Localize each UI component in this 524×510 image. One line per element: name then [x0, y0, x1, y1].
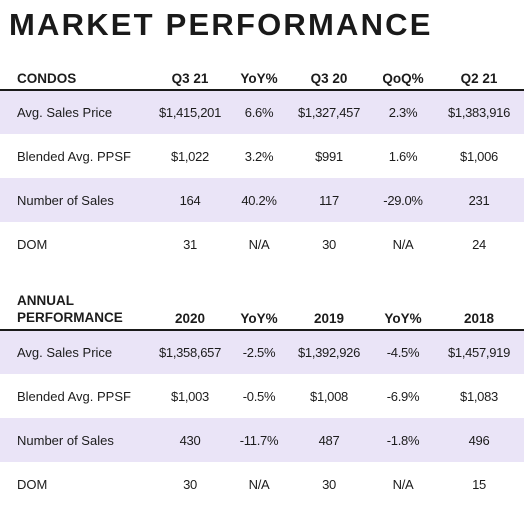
table-cell: 15	[472, 476, 486, 492]
table-cell: 3.2%	[244, 148, 274, 164]
table-header-row: CONDOS Q3 21 YoY% Q3 20 QoQ% Q2 21	[0, 67, 524, 91]
column-header: YoY%	[372, 292, 434, 331]
row-label: Blended Avg. PPSF	[17, 148, 131, 164]
table-cell: $1,457,919	[434, 330, 524, 374]
table-cell: 164	[148, 178, 232, 222]
table-cell: -0.5%	[242, 388, 276, 404]
table-row: Avg. Sales Price $1,358,657 -2.5% $1,392…	[0, 330, 524, 374]
table-cell: 30	[322, 236, 336, 252]
table-row: DOM 30 N/A 30 N/A 15	[0, 462, 524, 506]
row-label: Avg. Sales Price	[0, 330, 148, 374]
table-row: Blended Avg. PPSF $1,003 -0.5% $1,008 -6…	[0, 374, 524, 418]
column-header: Q3 20	[286, 67, 372, 91]
table-cell: -1.8%	[372, 418, 434, 462]
table-cell: $1,383,916	[434, 90, 524, 134]
table-cell: 2.3%	[372, 90, 434, 134]
table-cell: N/A	[248, 236, 270, 252]
table-cell: $1,022	[171, 148, 209, 164]
table-cell: 117	[286, 178, 372, 222]
table-cell: $991	[315, 148, 343, 164]
table-cell: 231	[434, 178, 524, 222]
table-cell: N/A	[392, 476, 414, 492]
column-header: Q3 21	[148, 67, 232, 91]
annual-performance-table: ANNUAL PERFORMANCE 2020 YoY% 2019 YoY% 20…	[0, 292, 524, 506]
table-cell: $1,006	[460, 148, 498, 164]
column-header: YoY%	[232, 67, 286, 91]
table-cell: $1,083	[460, 388, 498, 404]
row-label: Avg. Sales Price	[0, 90, 148, 134]
table-cell: -6.9%	[386, 388, 420, 404]
column-header: CONDOS	[0, 67, 148, 91]
table-cell: $1,415,201	[148, 90, 232, 134]
header-line: PERFORMANCE	[17, 310, 123, 325]
quarterly-performance-table: CONDOS Q3 21 YoY% Q3 20 QoQ% Q2 21 Avg. …	[0, 67, 524, 266]
row-label: Number of Sales	[0, 178, 148, 222]
row-label: Blended Avg. PPSF	[17, 388, 131, 404]
table-row: Number of Sales 430 -11.7% 487 -1.8% 496	[0, 418, 524, 462]
table-cell: 496	[434, 418, 524, 462]
table-cell: $1,327,457	[286, 90, 372, 134]
column-header: 2020	[148, 292, 232, 331]
table-row: Blended Avg. PPSF $1,022 3.2% $991 1.6% …	[0, 134, 524, 178]
table-row: DOM 31 N/A 30 N/A 24	[0, 222, 524, 266]
table-cell: 30	[183, 476, 197, 492]
column-header: QoQ%	[372, 67, 434, 91]
table-row: Avg. Sales Price $1,415,201 6.6% $1,327,…	[0, 90, 524, 134]
table-cell: $1,358,657	[148, 330, 232, 374]
table-cell: 487	[286, 418, 372, 462]
table-cell: $1,003	[171, 388, 209, 404]
column-header: 2018	[434, 292, 524, 331]
column-header: 2019	[286, 292, 372, 331]
table-cell: N/A	[248, 476, 270, 492]
column-header: YoY%	[232, 292, 286, 331]
table-cell: N/A	[392, 236, 414, 252]
table-cell: -4.5%	[372, 330, 434, 374]
table-cell: $1,392,926	[286, 330, 372, 374]
table-cell: 24	[472, 236, 486, 252]
row-label: DOM	[17, 476, 48, 492]
table-cell: -2.5%	[232, 330, 286, 374]
table-header-row: ANNUAL PERFORMANCE 2020 YoY% 2019 YoY% 20…	[0, 292, 524, 331]
column-header: ANNUAL PERFORMANCE	[0, 292, 148, 331]
table-cell: 30	[322, 476, 336, 492]
table-cell: 1.6%	[388, 148, 418, 164]
header-line: ANNUAL	[17, 293, 74, 308]
row-label: Number of Sales	[0, 418, 148, 462]
table-cell: 31	[183, 236, 197, 252]
page-title: MARKET PERFORMANCE	[9, 7, 433, 42]
table-cell: 6.6%	[232, 90, 286, 134]
table-cell: -11.7%	[232, 418, 286, 462]
row-label: DOM	[17, 236, 48, 252]
table-cell: -29.0%	[372, 178, 434, 222]
table-cell: $1,008	[310, 388, 348, 404]
table-cell: 430	[148, 418, 232, 462]
table-row: Number of Sales 164 40.2% 117 -29.0% 231	[0, 178, 524, 222]
table-cell: 40.2%	[232, 178, 286, 222]
column-header: Q2 21	[434, 67, 524, 91]
